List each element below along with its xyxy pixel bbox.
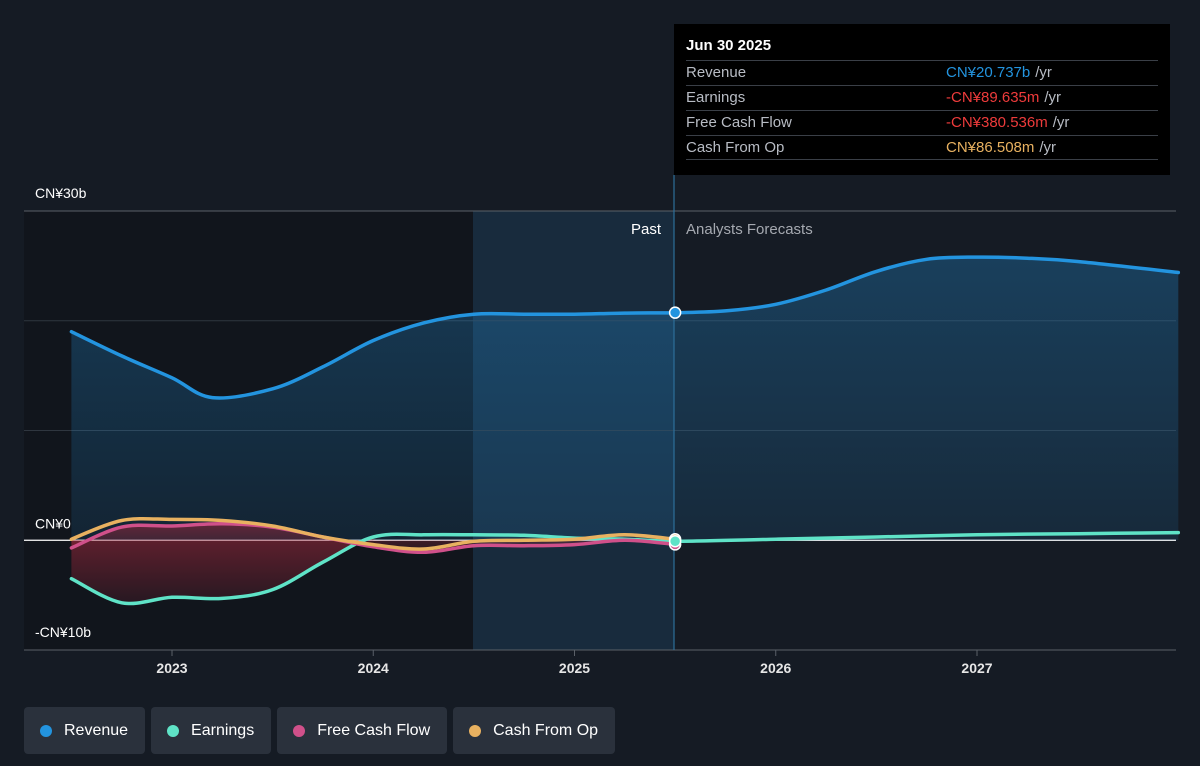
earnings-line <box>69 530 1181 606</box>
tooltip-row-unit: /yr <box>1039 139 1057 156</box>
tooltip-row-label: Earnings <box>686 89 746 106</box>
legend-item-cash-from-op[interactable]: Cash From Op <box>453 707 616 754</box>
earnings-marker <box>668 534 682 548</box>
x-tick-label: 2024 <box>358 660 389 676</box>
legend: Revenue Earnings Free Cash Flow Cash Fro… <box>24 707 616 754</box>
tooltip-date: Jun 30 2025 <box>686 37 772 54</box>
past-label: Past <box>631 221 662 238</box>
legend-label: Earnings <box>191 721 255 739</box>
revenue-area <box>71 257 1179 541</box>
tooltip-row-label: Cash From Op <box>686 139 785 156</box>
legend-item-free-cash-flow[interactable]: Free Cash Flow <box>277 707 448 754</box>
chart: CN¥30b CN¥0 -CN¥10b 2023 2024 2025 2026 2027 Pa… <box>24 175 1181 676</box>
y-tick-label: CN¥0 <box>35 515 71 531</box>
tooltip-row-label: Revenue <box>686 64 747 81</box>
legend-dot-icon <box>469 724 482 737</box>
tooltip-row-label: Free Cash Flow <box>686 114 792 131</box>
tooltip-row-free-cash-flow: Free Cash Flow -CN¥380.536m /yr <box>686 110 1158 135</box>
tooltip-row-value: -CN¥89.635m <box>946 89 1040 106</box>
tooltip-row-value: CN¥20.737b <box>946 64 1031 81</box>
legend-dot-icon <box>167 724 180 737</box>
tooltip-row-earnings: Earnings -CN¥89.635m /yr <box>686 85 1158 110</box>
revenue-marker <box>668 306 682 319</box>
legend-label: Cash From Op <box>493 721 599 739</box>
legend-label: Revenue <box>64 721 129 739</box>
tooltip-row-revenue: Revenue CN¥20.737b /yr <box>686 60 1158 85</box>
legend-dot-icon <box>40 724 52 737</box>
legend-item-revenue[interactable]: Revenue <box>24 707 146 754</box>
tooltip-row-unit: /yr <box>1052 114 1070 131</box>
tooltip-row-value: -CN¥380.536m <box>946 114 1048 131</box>
earnings-negative-area <box>71 537 374 604</box>
tooltip-row-cash-from-op: Cash From Op CN¥86.508m /yr <box>686 135 1158 160</box>
legend-item-earnings[interactable]: Earnings <box>151 707 272 754</box>
legend-label: Free Cash Flow <box>317 721 431 739</box>
x-tick-label: 2027 <box>961 660 992 676</box>
free-cash-flow-line <box>69 522 677 555</box>
cash-from-op-line <box>69 516 677 551</box>
x-tick-label: 2025 <box>559 660 590 676</box>
revenue-line <box>69 255 1181 400</box>
x-tick-label: 2026 <box>760 660 791 676</box>
y-tick-label: -CN¥10b <box>35 624 91 640</box>
tooltip-row-unit: /yr <box>1044 89 1062 106</box>
hover-tooltip: Jun 30 2025 Revenue CN¥20.737b /yr Earni… <box>674 24 1170 175</box>
tooltip-row-unit: /yr <box>1035 64 1052 81</box>
tooltip-row-value: CN¥86.508m <box>946 139 1035 156</box>
legend-dot-icon <box>293 724 306 737</box>
forecast-label: Analysts Forecasts <box>686 221 813 238</box>
y-tick-label: CN¥30b <box>35 185 87 201</box>
x-tick-label: 2023 <box>156 660 187 676</box>
